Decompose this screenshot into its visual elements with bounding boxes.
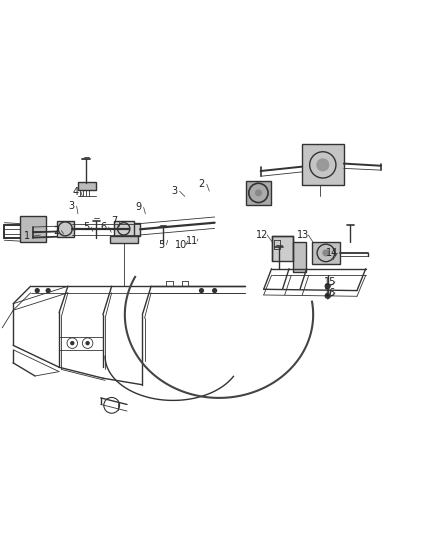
Circle shape (85, 341, 90, 345)
Bar (246, 181, 271, 205)
Circle shape (325, 293, 331, 299)
Text: 6: 6 (100, 222, 106, 232)
Bar (57, 221, 74, 237)
Text: 1: 1 (24, 231, 30, 241)
Text: 2: 2 (198, 179, 205, 189)
Text: 3: 3 (68, 201, 74, 211)
Text: 13: 13 (297, 230, 309, 240)
Circle shape (199, 288, 204, 293)
Text: 9: 9 (135, 203, 141, 212)
Text: 4: 4 (73, 187, 79, 197)
Text: 15: 15 (324, 277, 336, 287)
Text: 11: 11 (186, 236, 198, 246)
Circle shape (35, 288, 40, 293)
Bar (114, 221, 134, 237)
Circle shape (322, 249, 329, 256)
Bar (110, 236, 138, 243)
Circle shape (325, 283, 331, 289)
Bar (129, 223, 140, 236)
Bar (20, 216, 46, 243)
Text: 14: 14 (326, 248, 338, 259)
Text: 3: 3 (171, 186, 177, 196)
Circle shape (255, 189, 262, 197)
Circle shape (70, 341, 74, 345)
Text: 5: 5 (158, 240, 164, 249)
Text: 5: 5 (83, 222, 89, 232)
Circle shape (212, 288, 217, 293)
Text: 16: 16 (324, 288, 336, 298)
Bar (312, 241, 340, 264)
Bar (302, 144, 344, 185)
Bar (293, 242, 306, 272)
Text: 2: 2 (53, 225, 59, 236)
Bar (78, 182, 96, 190)
Text: 12: 12 (256, 230, 268, 240)
Circle shape (46, 288, 51, 293)
Bar (272, 236, 293, 261)
Text: 10: 10 (175, 240, 187, 249)
Circle shape (316, 158, 329, 172)
Text: 7: 7 (111, 216, 117, 226)
